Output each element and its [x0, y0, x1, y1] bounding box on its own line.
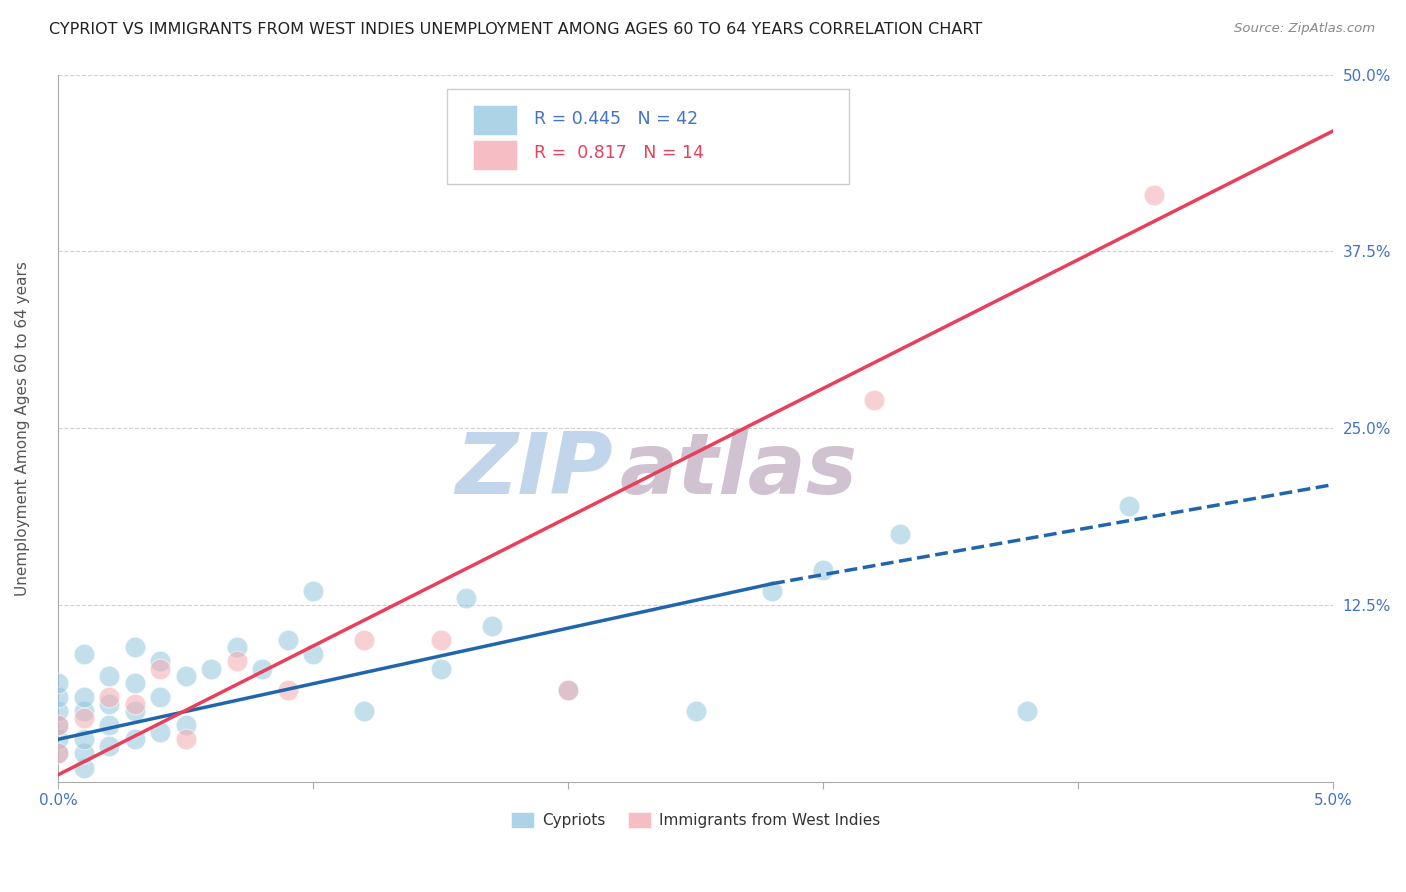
Text: atlas: atlas [619, 429, 858, 512]
Point [225, 655, 247, 669]
Point [73, 704, 96, 718]
Point [481, 619, 503, 633]
Point [98, 739, 121, 754]
Point [48, 732, 70, 747]
Point [353, 704, 375, 718]
Text: CYPRIOT VS IMMIGRANTS FROM WEST INDIES UNEMPLOYMENT AMONG AGES 60 TO 64 YEARS CO: CYPRIOT VS IMMIGRANTS FROM WEST INDIES U… [49, 22, 983, 37]
Point [48, 718, 70, 732]
Point [149, 655, 172, 669]
Point [252, 661, 274, 675]
Point [353, 633, 375, 648]
Point [863, 392, 886, 407]
Point [277, 682, 299, 697]
Point [48, 747, 70, 761]
Point [73, 690, 96, 704]
Point [48, 690, 70, 704]
Point [225, 640, 247, 655]
Point [48, 747, 70, 761]
Point [889, 527, 911, 541]
Point [761, 583, 783, 598]
Point [73, 648, 96, 662]
Point [302, 583, 325, 598]
Text: ZIP: ZIP [456, 429, 613, 512]
Point [149, 661, 172, 675]
Point [124, 732, 146, 747]
Point [73, 760, 96, 774]
Point [124, 675, 146, 690]
Point [1143, 187, 1166, 202]
Point [98, 697, 121, 711]
Point [73, 732, 96, 747]
Point [1015, 704, 1038, 718]
Point [429, 661, 451, 675]
Point [98, 668, 121, 682]
Text: Source: ZipAtlas.com: Source: ZipAtlas.com [1234, 22, 1375, 36]
Point [73, 747, 96, 761]
Point [200, 661, 222, 675]
Point [48, 704, 70, 718]
Text: R =  0.817   N = 14: R = 0.817 N = 14 [534, 144, 703, 161]
Point [124, 640, 146, 655]
Point [124, 704, 146, 718]
Point [557, 682, 579, 697]
FancyBboxPatch shape [472, 140, 517, 170]
Legend: Cypriots, Immigrants from West Indies: Cypriots, Immigrants from West Indies [505, 805, 886, 834]
Point [73, 711, 96, 725]
Point [124, 697, 146, 711]
Point [811, 562, 834, 576]
Point [174, 732, 197, 747]
FancyBboxPatch shape [472, 105, 517, 135]
Point [429, 633, 451, 648]
Point [98, 690, 121, 704]
Point [277, 633, 299, 648]
Point [149, 725, 172, 739]
Point [98, 718, 121, 732]
Point [48, 675, 70, 690]
Point [685, 704, 707, 718]
Point [174, 668, 197, 682]
Point [174, 718, 197, 732]
Text: R = 0.445   N = 42: R = 0.445 N = 42 [534, 110, 697, 128]
Point [557, 682, 579, 697]
Point [456, 591, 478, 605]
Y-axis label: Unemployment Among Ages 60 to 64 years: Unemployment Among Ages 60 to 64 years [15, 260, 30, 596]
Point [149, 690, 172, 704]
Point [48, 718, 70, 732]
FancyBboxPatch shape [447, 88, 849, 184]
Point [1118, 499, 1140, 513]
Point [302, 648, 325, 662]
